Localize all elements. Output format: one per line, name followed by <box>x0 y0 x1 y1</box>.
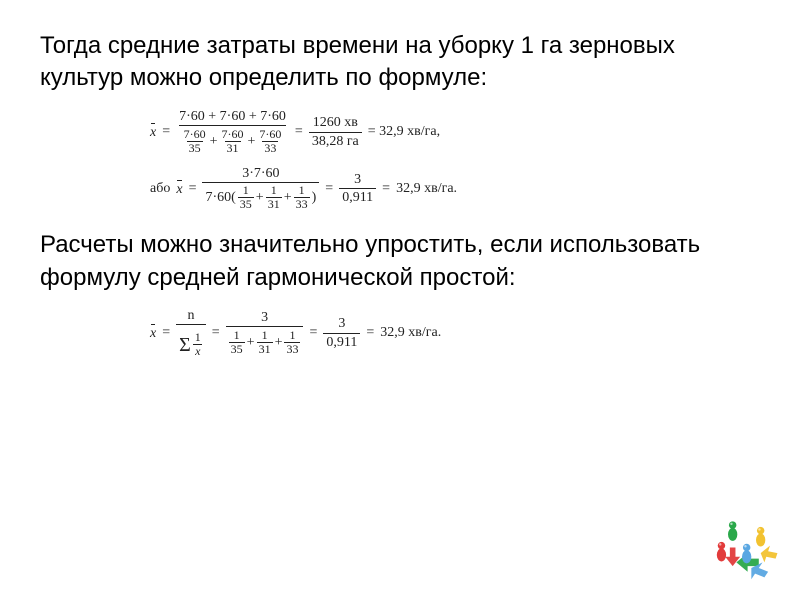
xbar-symbol-2: x <box>176 180 182 197</box>
f1-den-t2: 7·60 31 <box>220 128 246 155</box>
xbar-symbol-3: x <box>150 324 156 341</box>
f3-frac-1: n Σ 1 x <box>176 308 206 358</box>
paragraph-1: Тогда средние затраты времени на уборку … <box>40 30 760 95</box>
f3-frac-2: 3 135 + 131 + 133 <box>226 310 304 357</box>
f1-den-t3: 7·60 33 <box>257 128 283 155</box>
f1-result: = 32,9 хв/га, <box>368 124 440 139</box>
formula-block-2: x = n Σ 1 x <box>150 308 760 358</box>
f3-result: 32,9 хв/га. <box>380 325 441 340</box>
fraction-main-2: 3·7·60 7·60( 135 + 131 + 133 ) <box>202 166 319 212</box>
fraction-mid-1: 1260 хв 38,28 га <box>309 115 362 149</box>
f1-big-num: 7·60 + 7·60 + 7·60 <box>176 109 289 125</box>
fraction-main-1: 7·60 + 7·60 + 7·60 7·60 35 + 7·60 31 + <box>176 109 289 156</box>
paragraph-2: Расчеты можно значительно упростить, есл… <box>40 229 760 294</box>
sigma-icon: Σ <box>179 337 191 353</box>
f2-result: 32,9 хв/га. <box>396 181 457 196</box>
equals: = <box>162 124 170 139</box>
xbar-symbol: x <box>150 123 156 140</box>
formula-block-1: x = 7·60 + 7·60 + 7·60 7·60 35 + 7·60 31 <box>150 109 760 212</box>
f3-frac-3: 3 0,911 <box>323 316 360 350</box>
decor-figures-icon <box>702 512 782 582</box>
f2-prefix: або <box>150 181 170 196</box>
fraction-mid-2: 3 0,911 <box>339 172 376 206</box>
f1-den-t1: 7·60 35 <box>182 128 208 155</box>
